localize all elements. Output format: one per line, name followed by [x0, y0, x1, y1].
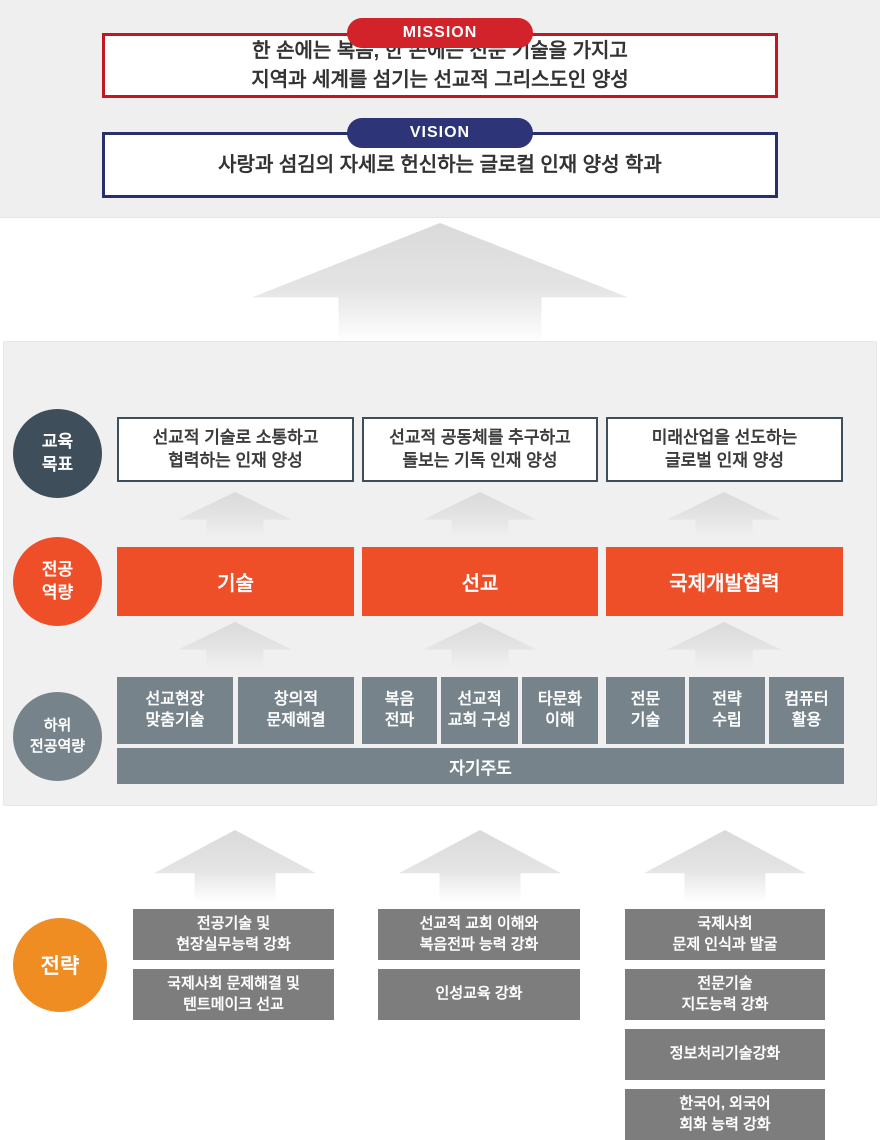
sub-box-gospel: 복음 전파 [362, 677, 437, 744]
sub-box-field-tech: 선교현장 맞춤기술 [117, 677, 233, 744]
education-goals-label-line1: 교육 [41, 432, 74, 452]
goal-1-line1: 선교적 기술로 소통하고 [152, 427, 319, 447]
education-goals-label-line2: 목표 [41, 454, 74, 474]
mission-vision-section: 한 손에는 복음, 한 손에는 전문 기술을 가지고 지역과 세계를 섬기는 선… [0, 0, 880, 218]
mission-badge: MISSION [347, 18, 533, 48]
vision-text: 사랑과 섬김의 자세로 헌신하는 글로컬 인재 양성 학과 [218, 153, 662, 176]
strategy-box-1-2: 국제사회 문제해결 및 텐트메이크 선교 [133, 969, 334, 1020]
vision-badge: VISION [347, 118, 533, 148]
sub-box-strategy-plan: 전략 수립 [689, 677, 765, 744]
up-arrow-icon [252, 223, 628, 343]
sub-box-expert-tech: 전문 기술 [606, 677, 685, 744]
strategy-box-2-1: 선교적 교회 이해와 복음전파 능력 강화 [378, 909, 580, 960]
strategy-box-2-2: 인성교육 강화 [378, 969, 580, 1020]
mission-text-line2: 지역과 세계를 섬기는 선교적 그리스도인 양성 [251, 68, 629, 91]
goal-3-line2: 글로벌 인재 양성 [665, 450, 784, 470]
goal-2-line1: 선교적 공동체를 추구하고 [389, 427, 571, 447]
major-box-mission: 선교 [362, 547, 598, 616]
strategy-circle: 전략 [13, 918, 107, 1012]
major-competency-circle: 전공 역량 [13, 537, 102, 626]
up-arrow-icon [399, 830, 561, 902]
sub-box-creative-problem: 창의적 문제해결 [238, 677, 354, 744]
mission-text-line1: 한 손에는 복음, 한 손에는 전문 기술을 가지고 [252, 40, 628, 63]
sub-competency-label-line2: 전공역량 [29, 737, 86, 755]
sub-competency-circle: 하위 전공역량 [13, 692, 102, 781]
major-box-international: 국제개발협력 [606, 547, 843, 616]
strategy-box-3-2: 전문기술 지도능력 강화 [625, 969, 825, 1020]
sub-box-computer: 컴퓨터 활용 [769, 677, 844, 744]
goal-1-line2: 협력하는 인재 양성 [168, 450, 303, 470]
sub-box-church: 선교적 교회 구성 [441, 677, 518, 744]
up-arrow-icon [154, 830, 316, 902]
self-directed-bar: 자기주도 [117, 748, 844, 784]
major-competency-label-line2: 역량 [41, 582, 74, 602]
goal-2-line2: 돌보는 기독 인재 양성 [402, 450, 558, 470]
goal-3-line1: 미래산업을 선도하는 [651, 427, 798, 447]
sub-box-culture: 타문화 이해 [522, 677, 598, 744]
education-goal-box-2: 선교적 공동체를 추구하고 돌보는 기독 인재 양성 [362, 417, 598, 482]
education-goals-circle: 교육 목표 [13, 409, 102, 498]
strategy-box-3-3: 정보처리기술강화 [625, 1029, 825, 1080]
education-goal-box-1: 선교적 기술로 소통하고 협력하는 인재 양성 [117, 417, 354, 482]
education-goal-box-3: 미래산업을 선도하는 글로벌 인재 양성 [606, 417, 843, 482]
major-box-technology: 기술 [117, 547, 354, 616]
strategy-box-1-1: 전공기술 및 현장실무능력 강화 [133, 909, 334, 960]
strategy-box-3-4: 한국어, 외국어 회화 능력 강화 [625, 1089, 825, 1140]
sub-competency-label-line1: 하위 [43, 717, 72, 735]
strategy-box-3-1: 국제사회 문제 인식과 발굴 [625, 909, 825, 960]
up-arrow-icon [644, 830, 806, 902]
major-competency-label-line1: 전공 [41, 560, 74, 580]
